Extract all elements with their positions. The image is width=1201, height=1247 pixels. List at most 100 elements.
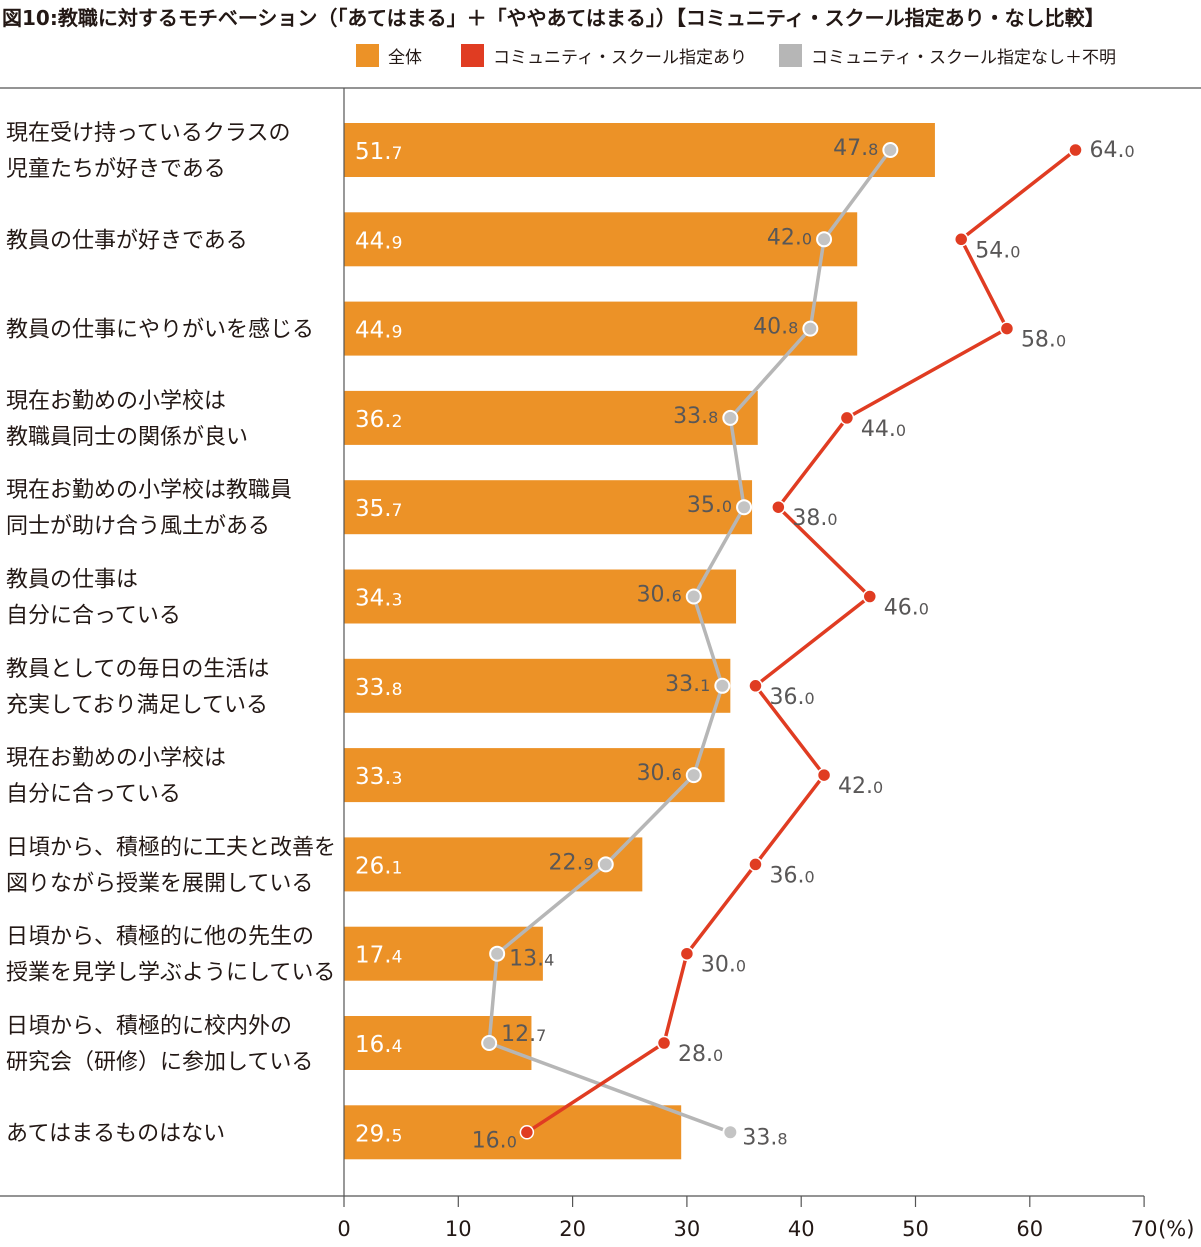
gray-value-label: 47.8 (833, 136, 878, 161)
bar (344, 123, 935, 177)
gray-value-label: 13.4 (509, 947, 554, 972)
red-value-label: 58.0 (1021, 328, 1066, 353)
gray-point (714, 677, 731, 694)
red-point (679, 946, 695, 961)
gray-value-label: 12.7 (501, 1022, 546, 1047)
category-label: 日頃から、積極的に工夫と改善を (6, 835, 336, 860)
red-point (519, 1125, 535, 1140)
red-value-label: 64.0 (1090, 138, 1135, 163)
gray-point (722, 409, 739, 426)
legend-swatch-1 (461, 44, 484, 67)
bar (344, 301, 858, 356)
gray-value-label: 30.6 (637, 761, 682, 786)
bar (344, 1016, 532, 1070)
category-label: 教員の仕事が好きである (6, 228, 248, 253)
category-label: 同士が助け合う風土がある (6, 514, 270, 539)
gray-value-label: 33.8 (742, 1125, 787, 1150)
red-value-label: 30.0 (701, 953, 746, 978)
red-point (839, 410, 855, 426)
bar-value-label: 17.4 (355, 943, 402, 969)
gray-value-label: 42.0 (767, 225, 812, 250)
bar-value-label: 16.4 (355, 1032, 402, 1058)
category-label: 教員としての毎日の生活は (6, 657, 269, 682)
category-label: あてはまるものはない (6, 1121, 225, 1146)
bar (344, 212, 858, 267)
gray-point (481, 1035, 498, 1051)
red-value-label: 38.0 (792, 506, 837, 531)
gray-point (882, 142, 899, 158)
bar-value-label: 26.1 (355, 853, 402, 879)
gray-point (736, 499, 753, 516)
category-label: 図りながら授業を展開している (6, 871, 313, 896)
red-value-label: 42.0 (838, 774, 883, 799)
bar-value-label: 29.5 (355, 1121, 402, 1147)
bar-value-label: 35.7 (355, 496, 402, 522)
x-tick-label: 0 (337, 1217, 350, 1241)
red-value-label: 36.0 (769, 685, 814, 710)
x-tick-label: 30 (674, 1217, 701, 1241)
red-point (771, 499, 786, 515)
x-tick-label: 10 (445, 1217, 472, 1241)
bar (344, 926, 543, 981)
bar-value-label: 34.3 (355, 586, 402, 612)
category-label: 日頃から、積極的に校内外の (6, 1014, 292, 1039)
x-tick-label: 40 (788, 1217, 815, 1241)
x-tick-label: 70 (1131, 1217, 1158, 1241)
red-point (656, 1035, 672, 1051)
bar-value-label: 33.3 (355, 764, 402, 790)
gray-value-label: 33.1 (665, 672, 710, 697)
bar-value-label: 44.9 (355, 318, 402, 344)
red-point (862, 589, 878, 604)
bar-value-label: 33.8 (355, 675, 402, 701)
bar (344, 1105, 682, 1160)
gray-value-label: 35.0 (687, 493, 732, 518)
x-tick-label: 60 (1016, 1217, 1043, 1241)
category-label: 授業を見学し学ぶようにしている (6, 961, 335, 986)
category-label: 現在お勤めの小学校は (6, 746, 226, 771)
red-value-label: 44.0 (861, 417, 906, 442)
series-line-red (525, 148, 1077, 1134)
category-label: 充実しており満足している (6, 693, 268, 718)
gray-point (489, 945, 506, 962)
legend-swatch-2 (779, 44, 802, 67)
red-point (748, 678, 763, 694)
category-label: 日頃から、積極的に他の先生の (6, 925, 314, 950)
x-unit-label: (%) (1158, 1217, 1194, 1241)
gray-point (802, 320, 819, 337)
red-value-label: 28.0 (678, 1042, 723, 1067)
gray-point (685, 588, 702, 605)
category-label: 現在受け持っているクラスの (6, 121, 290, 146)
red-point (1068, 142, 1083, 158)
bar (344, 748, 725, 803)
bar (344, 390, 758, 445)
category-label: 教職員同士の関係が良い (6, 425, 248, 450)
gray-value-label: 30.6 (637, 583, 682, 608)
gray-point (816, 231, 833, 248)
red-point (999, 321, 1015, 336)
gray-value-label: 22.9 (549, 850, 594, 875)
bar-value-label: 36.2 (355, 407, 402, 433)
red-point (953, 232, 969, 247)
red-value-label: 36.0 (769, 863, 814, 888)
legend-swatch-0 (356, 44, 379, 67)
gray-point (685, 767, 702, 784)
red-value-label: 16.0 (472, 1128, 517, 1153)
category-label: 自分に合っている (6, 782, 181, 807)
bar (344, 837, 643, 892)
bar-value-label: 51.7 (355, 139, 402, 165)
bar (344, 480, 753, 535)
chart-title: 図10:教職に対するモチベーション（「あてはまる」＋「ややあてはまる」）【コミュ… (2, 6, 1105, 30)
gray-point (597, 856, 614, 873)
red-point (816, 767, 832, 783)
gray-point (722, 1124, 739, 1141)
x-tick-label: 20 (559, 1217, 586, 1241)
category-label: 現在お勤めの小学校は教職員 (6, 478, 292, 503)
category-label: 教員の仕事は (6, 568, 138, 593)
x-tick-label: 50 (902, 1217, 929, 1241)
category-label: 現在お勤めの小学校は (6, 389, 226, 414)
bar (344, 658, 731, 713)
category-label: 研究会（研修）に参加している (6, 1050, 313, 1075)
legend-label-1: コミュニティ・スクール指定あり (493, 48, 747, 68)
